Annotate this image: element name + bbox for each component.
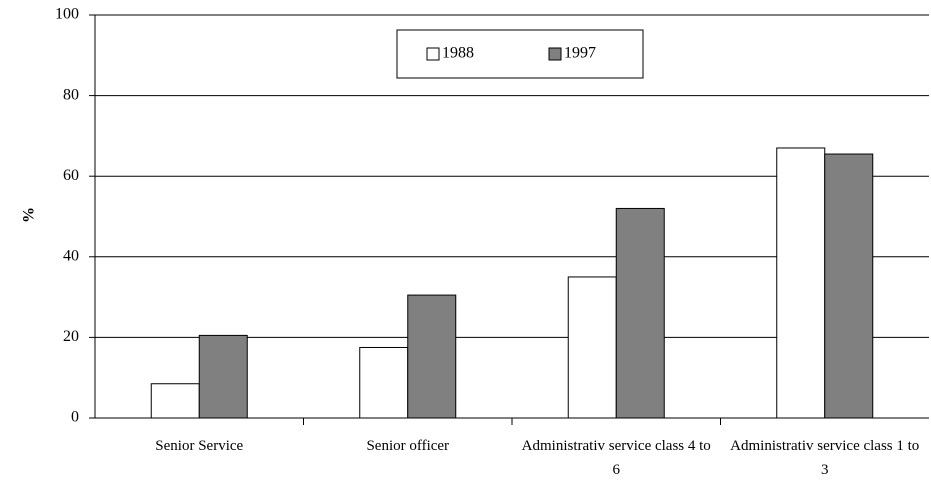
x-tick-label: Administrativ service class 1 to 3 [730,438,920,478]
x-tick-label: Senior Service [155,438,244,454]
y-tick-label: 100 [55,6,79,23]
bar [150,383,200,419]
y-tick-label: 60 [63,167,79,184]
y-tick-label: 80 [63,86,79,103]
bar [407,294,457,419]
bar [359,346,409,419]
bar [824,153,874,419]
legend-swatch [548,47,562,61]
bar [615,207,665,419]
legend-swatch [426,47,440,61]
y-axis-label: % [21,207,38,223]
legend-label: 1988 [442,45,474,62]
y-tick-label: 0 [71,409,79,426]
x-tick-label: Senior officer [366,438,450,454]
y-tick-label: 20 [63,328,79,345]
bar [198,334,248,419]
bar [776,147,826,419]
x-tick-label: Administrativ service class 4 to 6 [521,438,711,478]
y-tick-label: 40 [63,247,79,264]
legend-label: 1997 [564,45,596,62]
bar [567,276,617,419]
